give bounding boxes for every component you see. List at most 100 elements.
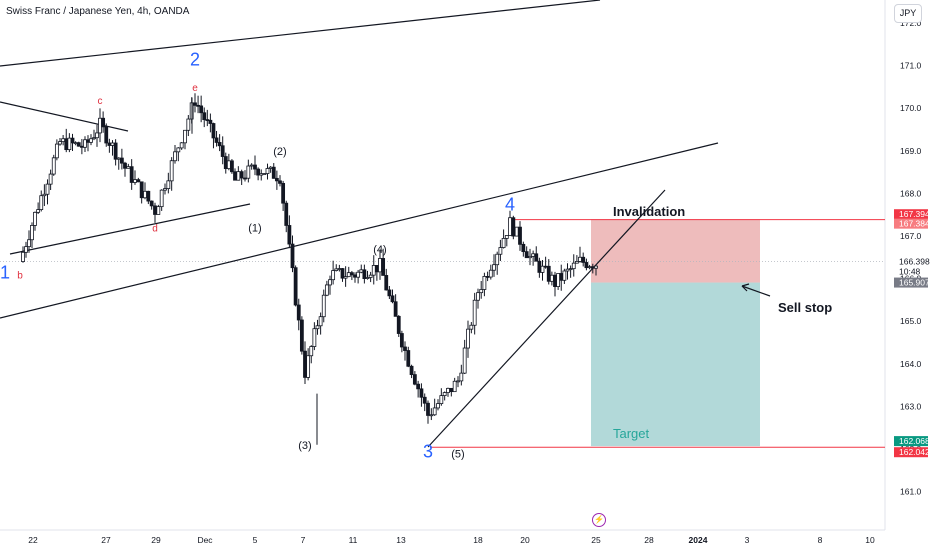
sell-stop-arrow: [741, 285, 771, 297]
candle-body: [556, 273, 561, 287]
candle-body: [296, 304, 301, 321]
candle-body: [482, 276, 487, 290]
candle-body: [246, 165, 251, 179]
candle-body: [27, 239, 31, 248]
invalidation-high-tag: 167.394: [899, 209, 930, 219]
candle-body: [208, 119, 213, 124]
x-tick-label: Dec: [197, 535, 213, 545]
target-label: Target: [613, 426, 650, 441]
target-low-tag: 162.042: [899, 447, 930, 457]
candle-body: [126, 166, 131, 169]
candle-body: [233, 171, 237, 181]
invalidation-low-tag-bg: [894, 218, 928, 229]
wave-label-1: (1): [248, 223, 261, 235]
candle-body: [328, 279, 332, 286]
candle-body: [409, 365, 414, 375]
candle-body: [331, 270, 336, 281]
candle-body: [262, 173, 267, 175]
candle-body: [469, 324, 474, 330]
candle-body: [574, 261, 579, 264]
upper-channel-line: [0, 0, 601, 67]
y-tick-label: 170.0: [900, 103, 922, 113]
x-tick-label: 7: [301, 535, 306, 545]
candle-body: [374, 265, 379, 273]
candle-body: [116, 157, 121, 160]
candle-body: [396, 315, 401, 334]
x-tick-label: 11: [349, 535, 358, 545]
candle-body: [594, 265, 598, 269]
candle-body: [495, 253, 500, 266]
x-tick-label: 29: [151, 535, 161, 545]
candle-body: [485, 276, 490, 278]
candle-body: [378, 258, 382, 273]
candle-body: [42, 193, 47, 197]
candle-body: [271, 166, 276, 179]
candle-body: [253, 164, 257, 170]
candle-body: [466, 328, 470, 349]
candle-body: [24, 246, 28, 253]
candle-body: [58, 141, 62, 145]
candle-body: [39, 195, 44, 210]
lightning-event-icon[interactable]: ⚡: [592, 513, 606, 527]
y-tick-label: 165.0: [900, 316, 922, 326]
x-tick-label: 2024: [689, 535, 708, 545]
x-tick-label: 18: [473, 535, 483, 545]
candle-body: [498, 247, 503, 255]
candle-body: [356, 271, 361, 278]
y-tick-label: 161.0: [900, 487, 922, 497]
wave-label-2: (2): [273, 146, 286, 158]
x-tick-label: 13: [396, 535, 406, 545]
candle-body: [205, 119, 210, 122]
candle-body: [504, 235, 509, 239]
candle-body: [553, 274, 557, 287]
countdown-label: 10:48: [899, 267, 921, 277]
candle-body: [45, 183, 50, 195]
candle-body: [146, 190, 151, 202]
x-tick-label: 20: [520, 535, 530, 545]
target-zone: [591, 282, 760, 447]
sell-stop-label: Sell stop: [778, 300, 832, 315]
candle-body: [196, 104, 200, 107]
candle-body: [98, 117, 102, 134]
candle-body: [107, 142, 112, 146]
candle-body: [281, 182, 286, 204]
x-tick-label: 22: [28, 535, 38, 545]
candle-body: [381, 258, 386, 276]
candle-body: [524, 251, 529, 259]
candle-body: [51, 157, 56, 175]
candle-body: [259, 173, 264, 176]
target-high-tag-bg: [894, 436, 928, 447]
candle-body: [156, 206, 161, 215]
candle-body: [290, 243, 295, 269]
currency-button[interactable]: JPY: [894, 4, 922, 23]
candle-body: [153, 205, 157, 215]
candle-body: [21, 251, 25, 262]
last-price-tag-bg: [894, 256, 928, 267]
candle-body: [343, 276, 348, 279]
candle-body: [365, 277, 370, 279]
candle-body: [426, 402, 430, 416]
candle-body: [183, 129, 187, 144]
candle-body: [179, 142, 184, 149]
invalidation-high-tag-bg: [894, 209, 928, 220]
candle-body: [169, 160, 174, 182]
candle-body: [349, 272, 354, 276]
sell-stop-arrow-head: [741, 283, 750, 292]
candle-body: [95, 132, 99, 139]
candle-body: [214, 137, 219, 143]
candle-body: [546, 265, 551, 282]
candle-body: [446, 387, 450, 393]
candle-body: [287, 225, 292, 245]
sell-stop-tag-bg: [894, 277, 928, 288]
candle-body: [459, 372, 464, 382]
invalidation-low-tag: 167.384: [899, 219, 930, 229]
candle-body: [293, 267, 298, 306]
candle-body: [492, 264, 496, 271]
candle-body: [452, 380, 457, 393]
candle-body: [559, 273, 564, 281]
wave-label-3: 3: [423, 442, 433, 462]
candle-body: [387, 289, 392, 297]
candle-body: [119, 157, 124, 164]
candle-body: [166, 180, 171, 189]
